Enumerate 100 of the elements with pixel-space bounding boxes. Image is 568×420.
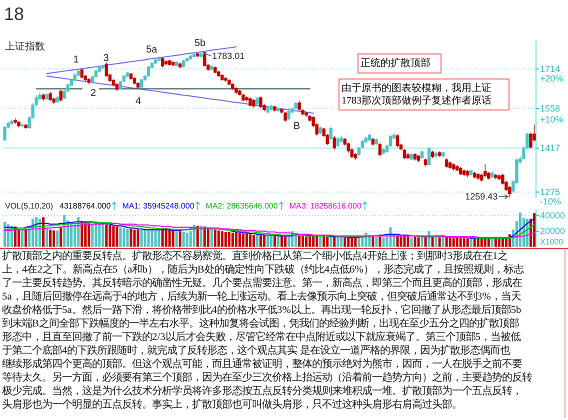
bar xyxy=(70,223,73,247)
bar xyxy=(442,237,444,247)
candlestick xyxy=(304,112,308,118)
bar xyxy=(116,226,118,247)
text: 头肩形也为一个明显的五点反转。事实上，扩散顶部也可叫做头肩形，只不过这种头肩形右肩高过头部。 xyxy=(2,398,462,411)
chart-title: 上证指数 xyxy=(5,40,45,52)
bar xyxy=(144,230,146,247)
candlestick xyxy=(171,60,175,66)
candlestick xyxy=(410,152,414,161)
text: 5a，且随后回撤停在远高于4的地方，后续为新一轮上涨运动。看上去像预示向上突破，但突破后通常达不到3%，当天 xyxy=(2,290,521,303)
bar xyxy=(196,226,199,247)
annotation: 5b xyxy=(194,38,206,49)
candlestick xyxy=(420,150,424,160)
candlestick xyxy=(188,54,192,60)
candlestick xyxy=(444,158,448,168)
bar xyxy=(445,237,448,247)
candlestick xyxy=(220,74,224,82)
candlestick xyxy=(266,105,270,114)
bar xyxy=(462,238,466,247)
bar xyxy=(147,230,150,247)
bar xyxy=(91,224,94,247)
candlestick xyxy=(438,151,442,158)
series-label: MA1: 35945248.000 xyxy=(122,202,195,210)
y-tick-label: 1558 xyxy=(540,104,560,114)
bar xyxy=(210,228,213,247)
bar xyxy=(280,236,284,247)
bar xyxy=(532,213,536,247)
text: 于第二个底部4的下跌所跟随时，就完成了反转形态，这个观点其实 是在设立一道严格的界限，因为扩散形态偶而也 xyxy=(2,344,510,357)
bar xyxy=(88,223,90,247)
bar xyxy=(344,237,346,247)
candlestick xyxy=(452,163,456,171)
candlestick xyxy=(273,105,276,112)
bar xyxy=(150,230,154,247)
bar xyxy=(270,236,273,247)
bar xyxy=(214,230,216,247)
candlestick xyxy=(284,112,287,122)
bar xyxy=(424,237,427,247)
bar xyxy=(330,236,332,247)
bar xyxy=(217,230,220,247)
bar xyxy=(273,236,276,247)
candlestick xyxy=(413,152,417,162)
y2-tick-label: +20% xyxy=(540,73,564,84)
candlestick xyxy=(374,138,378,146)
annotation: 2 xyxy=(90,88,97,99)
bar xyxy=(105,224,108,247)
bar xyxy=(186,232,188,247)
bar xyxy=(112,226,115,247)
y2-tick-label: +10% xyxy=(540,114,564,125)
bar xyxy=(242,234,244,247)
bar xyxy=(284,236,287,247)
candlestick xyxy=(17,120,20,128)
bar xyxy=(403,236,406,247)
candlestick xyxy=(434,151,438,158)
text: MA3: 18258616.000 xyxy=(289,202,362,210)
candlestick xyxy=(259,96,262,108)
candlestick xyxy=(59,90,62,102)
bar xyxy=(420,236,424,247)
bar xyxy=(262,235,266,247)
y-tick-label: 1417 xyxy=(540,143,560,154)
y-tick-label: 20000 xyxy=(540,226,566,236)
bar xyxy=(46,228,48,247)
candlestick xyxy=(406,152,410,160)
candlestick xyxy=(498,174,501,181)
candlestick xyxy=(441,151,445,158)
candlestick xyxy=(136,82,140,90)
bar xyxy=(42,217,45,247)
bar xyxy=(161,228,164,247)
bar xyxy=(18,230,20,247)
candlestick xyxy=(490,171,494,179)
bar xyxy=(470,238,472,247)
bar xyxy=(340,236,343,247)
candlestick xyxy=(56,96,59,104)
candlestick xyxy=(192,52,196,58)
annotation: 1 xyxy=(73,54,80,66)
bar xyxy=(448,237,452,247)
bar xyxy=(256,234,258,247)
bar xyxy=(406,236,410,247)
bar xyxy=(248,234,252,247)
bar xyxy=(428,231,430,247)
y-tick-label: 1714 xyxy=(540,64,560,74)
bar xyxy=(259,235,262,247)
candlestick xyxy=(298,100,301,112)
bar xyxy=(234,232,238,247)
text: 了一主要反转趋势。其反转暗示的确凿性无疑。几个要点需要注意。第一，新高点，即第三个而且更高的顶部，形成在 xyxy=(2,277,522,290)
candlestick xyxy=(430,150,434,159)
bar xyxy=(140,230,143,247)
text: 18 xyxy=(4,4,24,24)
candlestick xyxy=(382,148,386,155)
bar xyxy=(322,236,326,247)
bar xyxy=(361,236,364,247)
candlestick xyxy=(24,124,28,129)
bar xyxy=(192,224,196,247)
annotation: 5a xyxy=(146,44,158,56)
candlestick xyxy=(368,133,372,142)
bar xyxy=(108,224,112,247)
bar xyxy=(333,236,336,247)
candlestick xyxy=(132,76,136,85)
candlestick xyxy=(164,59,168,66)
candlestick xyxy=(270,104,273,112)
y2-tick-label: -10% xyxy=(540,196,562,207)
